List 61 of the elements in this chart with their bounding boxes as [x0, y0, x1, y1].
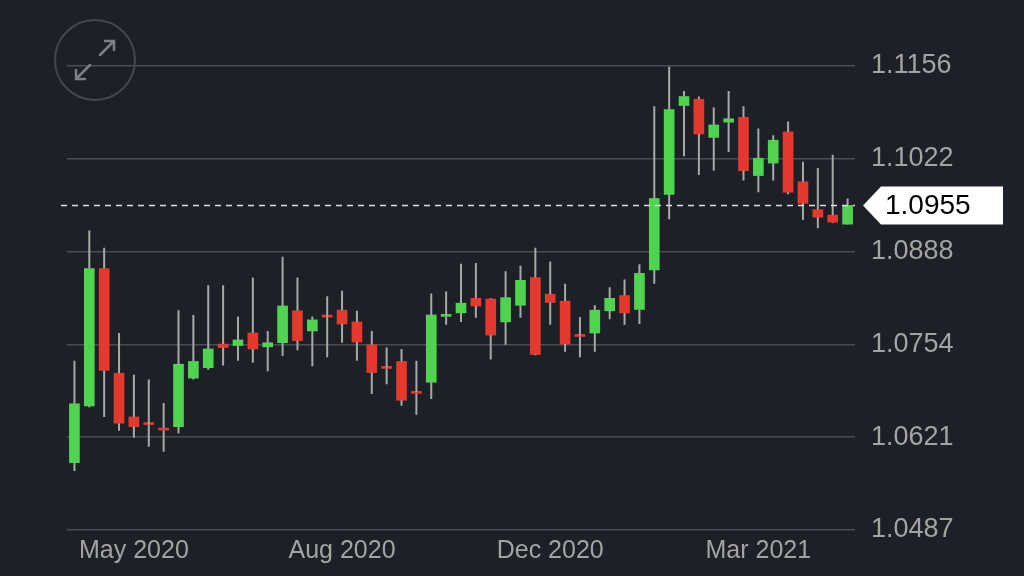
- candlestick: [827, 153, 839, 223]
- candlestick: [366, 329, 378, 396]
- candlestick: [217, 284, 229, 367]
- candlestick: [113, 332, 125, 432]
- candlestick: [381, 346, 392, 386]
- candlestick: [336, 289, 348, 344]
- candlestick: [753, 127, 764, 194]
- candlestick: [693, 95, 705, 176]
- candlestick: [812, 166, 824, 230]
- candlestick: [485, 298, 497, 361]
- y-tick-label: 1.0754: [871, 328, 954, 359]
- candlestick: [69, 359, 80, 473]
- candlestick: [440, 290, 452, 326]
- candlestick: [173, 309, 184, 435]
- candlestick: [143, 378, 155, 448]
- candlestick: [619, 278, 630, 326]
- candlestick: [202, 284, 214, 371]
- candlestick: [396, 347, 407, 407]
- candlestick: [500, 270, 511, 346]
- candlestick: [83, 229, 95, 407]
- candlestick: [306, 315, 318, 368]
- x-tick-label: Aug 2020: [288, 534, 396, 563]
- candlestick: [723, 89, 734, 153]
- candlestick: [411, 359, 422, 416]
- candlestick: [188, 313, 199, 379]
- candlestick: [678, 89, 690, 158]
- candlestick: [589, 304, 601, 353]
- candlestick: [232, 315, 244, 362]
- candlestick: [277, 255, 288, 357]
- candlestick: [797, 160, 809, 221]
- y-tick-label: 1.0621: [871, 420, 954, 451]
- y-tick-label: 1.0888: [871, 235, 954, 266]
- y-tick-label: 1.1156: [871, 49, 952, 80]
- candlestick: [455, 262, 467, 323]
- candlestick: [634, 263, 645, 326]
- candlestick: [663, 65, 675, 221]
- candlestick: [470, 261, 482, 319]
- ref-line-label: 1.0955: [885, 189, 971, 221]
- x-tick-label: Mar 2021: [705, 534, 812, 563]
- candlestick: [544, 260, 556, 326]
- y-tick-label: 1.1022: [871, 142, 954, 173]
- candlestick: [708, 106, 720, 172]
- candlestick: [767, 134, 779, 182]
- candlestick: [782, 120, 794, 196]
- candlestick: [842, 197, 853, 225]
- candlestick: [262, 329, 274, 373]
- candlestick: [604, 286, 616, 321]
- candlestick: [648, 105, 660, 285]
- y-tick-label: 1.0487: [871, 513, 954, 544]
- candlestick: [292, 276, 303, 352]
- candlestick: [738, 105, 749, 182]
- candlestick: [351, 309, 363, 362]
- candlestick: [128, 373, 140, 439]
- candlestick: [98, 246, 110, 418]
- candlestick: [559, 282, 571, 353]
- x-tick-label: May 2020: [79, 534, 189, 563]
- x-tick-label: Dec 2020: [496, 534, 604, 563]
- candlestick: [515, 264, 526, 319]
- candlestick: [247, 276, 259, 364]
- candlestick: [425, 292, 437, 400]
- candlestick: [530, 246, 541, 355]
